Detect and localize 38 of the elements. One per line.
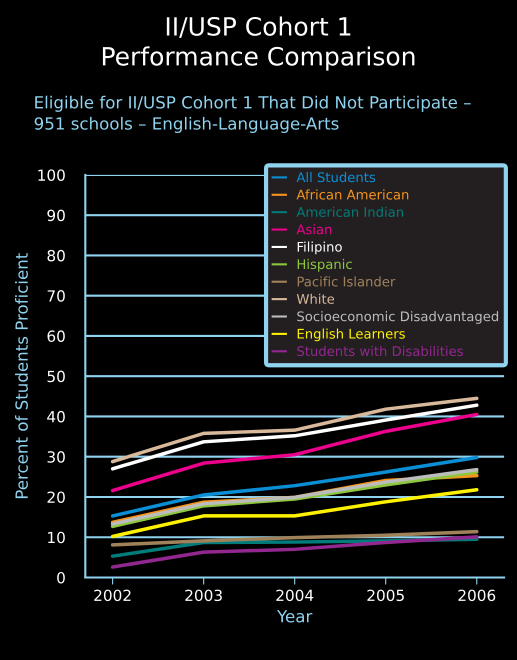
chart-title: II/USP Cohort 1 Performance Comparison bbox=[102, 16, 414, 71]
legend-label: Asian bbox=[296, 224, 332, 234]
line-series bbox=[110, 530, 478, 547]
legend-label: Socioeconomic Disadvantaged bbox=[297, 311, 498, 324]
legend-label: American Indian bbox=[296, 206, 404, 217]
y-tick-label: 40 bbox=[47, 410, 65, 422]
y-tick-label: 90 bbox=[47, 210, 65, 222]
x-tick-label: 2002 bbox=[94, 590, 131, 602]
x-tick-label: 2006 bbox=[458, 590, 496, 602]
x-tick-label: 2005 bbox=[367, 590, 404, 602]
legend-label: Students with Disabilities bbox=[297, 346, 463, 356]
y-tick-label: 80 bbox=[47, 250, 65, 262]
y-tick-label: 70 bbox=[48, 290, 65, 302]
line-series bbox=[110, 535, 478, 569]
y-tick-label: 100 bbox=[38, 169, 65, 181]
line-series bbox=[110, 412, 478, 492]
y-tick-label: 10 bbox=[48, 532, 65, 544]
y-tick-label: 20 bbox=[48, 491, 65, 503]
line-series bbox=[110, 488, 478, 538]
x-tick-label: 2003 bbox=[185, 590, 222, 602]
line-series bbox=[110, 456, 478, 518]
legend-label: Filipino bbox=[298, 242, 342, 254]
legend-label: English Learners bbox=[298, 328, 405, 342]
line-series bbox=[110, 403, 478, 471]
y-axis-title: Percent of Students Proficient bbox=[15, 253, 28, 498]
legend-label: African American bbox=[296, 189, 408, 200]
x-axis-title: Year bbox=[277, 610, 312, 623]
line-series bbox=[110, 396, 478, 464]
x-tick-label: 2004 bbox=[276, 590, 314, 602]
legend-label: Pacific Islander bbox=[298, 276, 396, 287]
y-tick-label: 0 bbox=[57, 572, 65, 584]
legend-label: White bbox=[296, 294, 334, 304]
y-tick-label: 60 bbox=[47, 330, 65, 342]
legend-label: All Students bbox=[296, 172, 376, 182]
legend-label: Hispanic bbox=[298, 258, 352, 272]
y-tick-label: 50 bbox=[48, 370, 65, 382]
chart-subtitle: Eligible for II/USP Cohort 1 That Did Not Participate – 951 schools – English-Language-Arts bbox=[34, 96, 471, 134]
y-tick-label: 30 bbox=[48, 451, 65, 463]
